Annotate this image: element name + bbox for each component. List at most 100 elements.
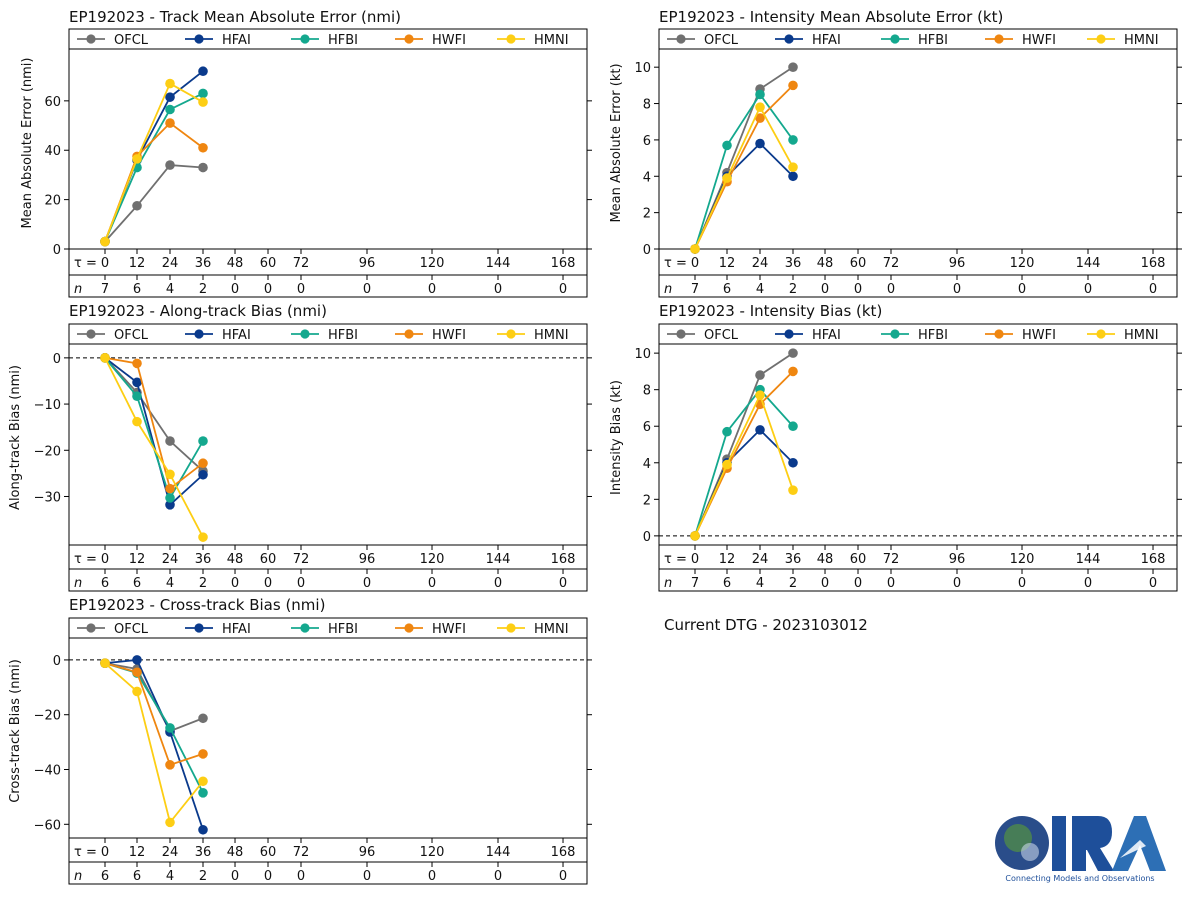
- legend-marker-hmni: [506, 34, 516, 44]
- point-ofcl: [198, 713, 208, 724]
- point-hmni: [165, 78, 175, 89]
- y-tick-label: −10: [34, 398, 61, 413]
- tau-tick-label: 24: [162, 552, 179, 567]
- point-hfbi: [165, 493, 175, 503]
- tau-tick-label: 168: [1141, 552, 1166, 567]
- series-line-hfai: [104, 658, 204, 831]
- tau-tick-label: 144: [1076, 256, 1101, 271]
- tau-tick-label: 96: [949, 256, 966, 271]
- globe-cloud: [1021, 843, 1039, 861]
- tau-tick-label: 60: [850, 552, 867, 567]
- n-label: n: [664, 282, 672, 297]
- n-tick-label: 6: [133, 576, 141, 591]
- tau-tick-label: 144: [1076, 552, 1101, 567]
- point-hfai: [132, 655, 142, 665]
- point-hmni: [100, 236, 110, 247]
- point-hfbi: [132, 391, 142, 402]
- y-tick-label: 2: [643, 207, 651, 222]
- point-hmni: [100, 658, 110, 669]
- legend-marker-hmni: [1096, 329, 1106, 339]
- tau-tick-label: 24: [162, 845, 179, 860]
- point-hmni: [788, 485, 798, 495]
- point-hwfi: [132, 358, 142, 369]
- tau-tick-label: 168: [551, 256, 576, 271]
- y-axis-label: Mean Absolute Error (kt): [609, 63, 624, 222]
- point-hfbi: [788, 421, 798, 432]
- n-tick-label: 0: [297, 576, 305, 591]
- current-dtg: Current DTG - 2023103012: [664, 616, 868, 634]
- point-hwfi: [165, 760, 175, 770]
- tau-tick-label: 72: [883, 552, 900, 567]
- tau-tick-label: 0: [101, 552, 109, 567]
- y-tick-label: −20: [34, 709, 61, 724]
- tau-tick-label: 12: [719, 256, 736, 271]
- point-hwfi: [198, 142, 208, 153]
- point-hfbi: [722, 426, 732, 437]
- legend-label-hwfi: HWFI: [432, 33, 466, 48]
- series-line-hfbi: [694, 92, 794, 250]
- n-tick-label: 0: [264, 576, 272, 591]
- point-hfbi: [198, 88, 208, 99]
- n-tick-label: 6: [133, 282, 141, 297]
- point-hwfi: [788, 80, 798, 91]
- tau-tick-label: 96: [359, 845, 376, 860]
- tau-tick-label: 60: [850, 256, 867, 271]
- y-tick-label: 8: [643, 98, 651, 113]
- n-tick-label: 0: [428, 869, 436, 884]
- point-hmni: [165, 817, 175, 828]
- tau-tick-label: 72: [883, 256, 900, 271]
- y-tick-label: 0: [53, 243, 61, 258]
- series-line-hfbi: [104, 662, 204, 794]
- legend-marker-hwfi: [994, 329, 1004, 339]
- n-tick-label: 0: [559, 282, 567, 297]
- n-tick-label: 0: [854, 576, 862, 591]
- n-tick-label: 4: [166, 282, 174, 297]
- tau-label: τ =: [74, 845, 97, 860]
- tau-tick-label: 144: [486, 256, 511, 271]
- legend-marker-hmni: [506, 329, 516, 339]
- tau-tick-label: 120: [420, 552, 445, 567]
- series-line-hwfi: [104, 662, 204, 766]
- n-tick-label: 0: [231, 282, 239, 297]
- legend-marker-ofcl: [86, 623, 96, 633]
- tau-tick-label: 12: [719, 552, 736, 567]
- legend-label-hfai: HFAI: [222, 328, 251, 343]
- n-tick-label: 4: [166, 576, 174, 591]
- point-ofcl: [755, 370, 765, 380]
- legend-marker-hfai: [784, 34, 794, 44]
- legend-label-hwfi: HWFI: [432, 328, 466, 343]
- legend-marker-ofcl: [86, 34, 96, 44]
- n-tick-label: 0: [887, 282, 895, 297]
- y-tick-label: 60: [44, 95, 61, 110]
- y-tick-label: −30: [34, 490, 61, 505]
- n-tick-label: 0: [264, 282, 272, 297]
- cira-logo: Connecting Models and Observations: [995, 816, 1166, 883]
- tau-tick-label: 120: [1010, 552, 1035, 567]
- n-tick-label: 0: [428, 282, 436, 297]
- point-hfai: [788, 171, 798, 182]
- point-hfbi: [165, 723, 175, 733]
- legend-marker-hwfi: [404, 623, 414, 633]
- n-tick-label: 0: [231, 576, 239, 591]
- tau-tick-label: 12: [129, 256, 146, 271]
- series-line-hmni: [104, 82, 204, 242]
- legend-label-ofcl: OFCL: [114, 33, 149, 48]
- y-axis-label: Mean Absolute Error (nmi): [20, 58, 35, 229]
- tau-tick-label: 36: [785, 256, 802, 271]
- legend-marker-hfbi: [890, 34, 900, 44]
- chart-title: EP192023 - Along-track Bias (nmi): [69, 302, 327, 320]
- n-tick-label: 0: [494, 869, 502, 884]
- point-hwfi: [198, 749, 208, 759]
- tau-tick-label: 72: [293, 552, 310, 567]
- n-tick-label: 0: [1084, 282, 1092, 297]
- y-tick-label: 0: [53, 654, 61, 669]
- point-hfbi: [198, 787, 208, 798]
- legend-marker-hmni: [506, 623, 516, 633]
- n-tick-label: 0: [428, 576, 436, 591]
- tau-tick-label: 60: [260, 256, 277, 271]
- y-tick-label: 0: [53, 352, 61, 367]
- legend-marker-hfai: [194, 329, 204, 339]
- series-line-hfai: [104, 357, 204, 507]
- point-hfbi: [198, 436, 208, 446]
